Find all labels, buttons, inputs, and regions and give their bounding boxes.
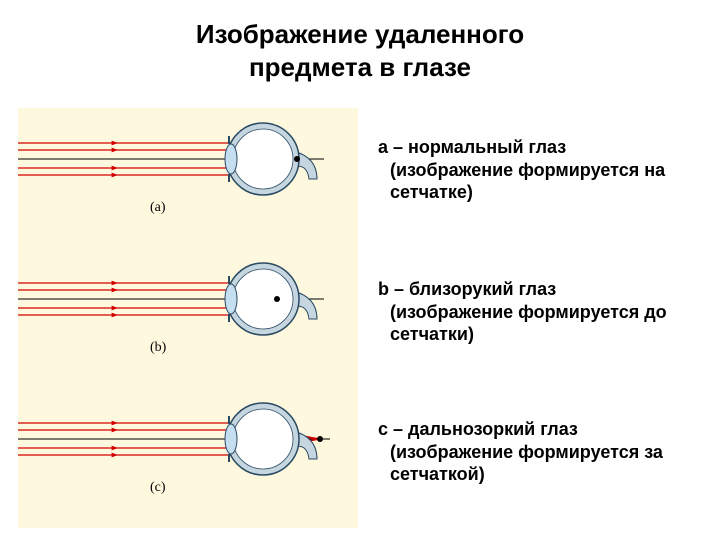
diagram-b (18, 248, 358, 373)
description-c: c – дальнозоркий глаз(изображение формир… (378, 418, 708, 486)
page-title: Изображение удаленного предмета в глазе (0, 0, 720, 83)
description-note: (изображение формируется за сетчаткой) (378, 441, 708, 486)
title-line-2: предмета в глазе (0, 51, 720, 84)
diagram-row-c: (c)c – дальнозоркий глаз(изображение фор… (0, 388, 700, 528)
description-note: (изображение формируется на сетчатке) (378, 159, 708, 204)
description-heading: c – дальнозоркий глаз (378, 419, 578, 439)
diagram-a (18, 108, 358, 233)
description-a: a – нормальный глаз(изображение формируе… (378, 136, 708, 204)
title-line-1: Изображение удаленного (0, 18, 720, 51)
diagram-row-a: (a)a – нормальный глаз(изображение форми… (0, 108, 700, 248)
diagram-c (18, 388, 358, 513)
panel-label-a: (a) (150, 200, 166, 216)
description-heading: a – нормальный глаз (378, 137, 566, 157)
description-b: b – близорукий глаз(изображение формируе… (378, 278, 708, 346)
description-heading: b – близорукий глаз (378, 279, 556, 299)
description-note: (изображение формируется до сетчатки) (378, 301, 708, 346)
diagram-row-b: (b)b – близорукий глаз(изображение форми… (0, 248, 700, 388)
panel-label-c: (c) (150, 480, 166, 496)
panel-label-b: (b) (150, 340, 166, 356)
